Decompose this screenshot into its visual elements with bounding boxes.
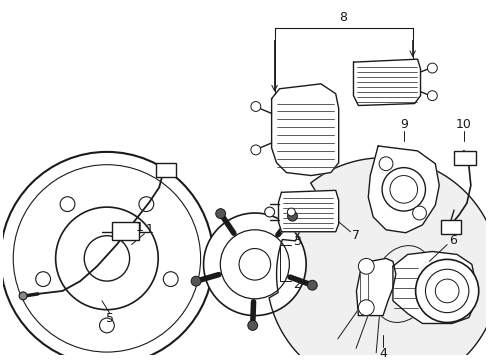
Text: 1: 1 (145, 223, 153, 236)
Circle shape (247, 320, 257, 330)
FancyBboxPatch shape (440, 220, 460, 234)
Circle shape (427, 91, 436, 100)
Circle shape (250, 102, 260, 112)
Ellipse shape (371, 246, 433, 323)
Circle shape (19, 292, 27, 300)
Circle shape (250, 145, 260, 155)
Circle shape (425, 269, 468, 312)
Circle shape (0, 152, 213, 360)
FancyBboxPatch shape (156, 163, 176, 176)
Circle shape (287, 208, 295, 216)
Circle shape (215, 209, 225, 219)
Polygon shape (353, 59, 420, 105)
Circle shape (191, 276, 201, 286)
Circle shape (60, 197, 75, 212)
Polygon shape (268, 158, 488, 360)
Circle shape (13, 165, 200, 352)
Text: 3: 3 (293, 235, 301, 248)
Circle shape (239, 248, 270, 280)
Polygon shape (271, 84, 338, 176)
Circle shape (389, 176, 417, 203)
Text: 7: 7 (352, 229, 360, 242)
Text: 5: 5 (106, 312, 114, 325)
Circle shape (139, 197, 153, 212)
Circle shape (358, 258, 373, 274)
Text: 2: 2 (293, 278, 301, 291)
Circle shape (220, 230, 289, 299)
FancyBboxPatch shape (453, 151, 475, 165)
Circle shape (203, 213, 305, 316)
Circle shape (415, 259, 478, 323)
Circle shape (307, 280, 317, 290)
Circle shape (84, 236, 129, 281)
FancyBboxPatch shape (112, 222, 139, 240)
Circle shape (264, 207, 274, 217)
Polygon shape (367, 146, 438, 233)
Circle shape (100, 318, 114, 333)
Circle shape (378, 157, 392, 171)
Polygon shape (278, 190, 338, 232)
Text: 1: 1 (135, 221, 143, 234)
Circle shape (287, 211, 297, 221)
Circle shape (412, 206, 426, 220)
Polygon shape (356, 258, 395, 316)
Text: 10: 10 (455, 118, 471, 131)
Text: 9: 9 (399, 118, 407, 131)
Circle shape (36, 272, 50, 287)
Circle shape (358, 300, 373, 316)
Circle shape (381, 168, 425, 211)
Circle shape (434, 279, 458, 303)
Text: 8: 8 (339, 11, 347, 24)
Circle shape (427, 63, 436, 73)
Text: 6: 6 (448, 234, 456, 247)
Text: 4: 4 (378, 347, 386, 360)
Circle shape (163, 272, 178, 287)
Circle shape (56, 207, 158, 310)
Polygon shape (392, 252, 474, 324)
